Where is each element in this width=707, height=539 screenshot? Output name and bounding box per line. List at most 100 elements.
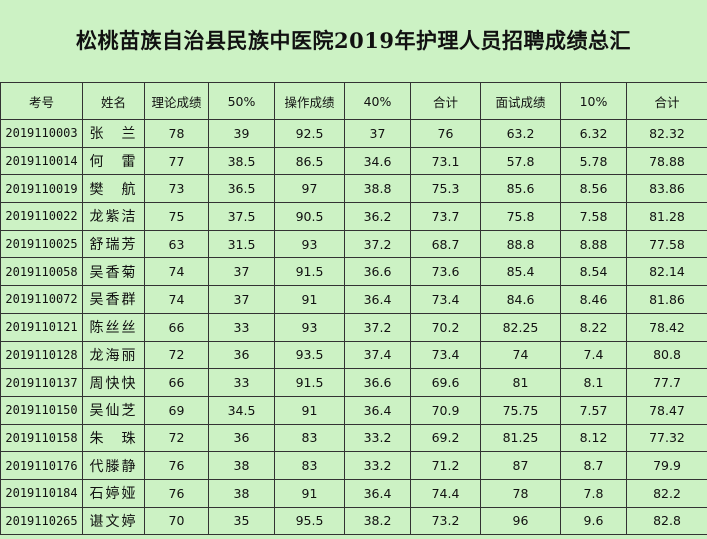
practical-score-cell: 93.5 xyxy=(274,340,345,370)
theory-50pct-cell: 36.5 xyxy=(208,174,275,204)
subtotal-cell: 73.7 xyxy=(410,202,481,231)
header-theory-50pct: 50% xyxy=(208,82,275,120)
total-cell: 80.8 xyxy=(626,340,707,370)
interview-score-cell: 96 xyxy=(480,506,561,536)
interview-10pct-cell: 7.57 xyxy=(560,395,627,425)
exam-id-cell: 2019110019 xyxy=(0,174,83,204)
exam-id-cell: 2019110265 xyxy=(0,506,83,536)
interview-score-cell: 84.6 xyxy=(480,285,561,314)
total-cell: 82.14 xyxy=(626,257,707,287)
interview-10pct-cell: 7.4 xyxy=(560,340,627,370)
name-cell: 朱 珠 xyxy=(82,423,145,453)
subtotal-cell: 68.7 xyxy=(410,229,481,259)
exam-id-cell: 2019110025 xyxy=(0,229,83,259)
interview-score-cell: 57.8 xyxy=(480,146,561,176)
name-cell: 周快快 xyxy=(82,368,145,397)
theory-score-cell: 73 xyxy=(144,174,209,204)
interview-10pct-cell: 8.12 xyxy=(560,423,627,453)
table-row: 2019110128 龙海丽 72 36 93.5 37.4 73.4 74 7.4 80.8 xyxy=(0,340,707,370)
subtotal-cell: 70.2 xyxy=(410,312,481,342)
theory-50pct-cell: 31.5 xyxy=(208,229,275,259)
practical-score-cell: 86.5 xyxy=(274,146,345,176)
practical-score-cell: 91.5 xyxy=(274,368,345,397)
interview-10pct-cell: 5.78 xyxy=(560,146,627,176)
total-cell: 78.42 xyxy=(626,312,707,342)
name-cell: 吴香菊 xyxy=(82,257,145,287)
total-cell: 78.88 xyxy=(626,146,707,176)
theory-score-cell: 72 xyxy=(144,423,209,453)
practical-score-cell: 95.5 xyxy=(274,506,345,536)
interview-10pct-cell: 8.7 xyxy=(560,451,627,480)
subtotal-cell: 76 xyxy=(410,119,481,148)
practical-40pct-cell: 37.2 xyxy=(344,312,411,342)
practical-40pct-cell: 37 xyxy=(344,119,411,148)
exam-id-cell: 2019110158 xyxy=(0,423,83,453)
interview-score-cell: 63.2 xyxy=(480,119,561,148)
practical-40pct-cell: 36.4 xyxy=(344,478,411,508)
total-cell: 82.32 xyxy=(626,119,707,148)
theory-50pct-cell: 33 xyxy=(208,368,275,397)
practical-40pct-cell: 33.2 xyxy=(344,451,411,480)
header-exam-id: 考号 xyxy=(0,82,83,120)
name-cell: 樊 航 xyxy=(82,174,145,204)
practical-40pct-cell: 34.6 xyxy=(344,146,411,176)
exam-id-cell: 2019110003 xyxy=(0,119,83,148)
theory-50pct-cell: 37.5 xyxy=(208,202,275,231)
table-row: 2019110058 吴香菊 74 37 91.5 36.6 73.6 85.4 8.54 82.… xyxy=(0,257,707,287)
theory-score-cell: 75 xyxy=(144,202,209,231)
practical-40pct-cell: 36.6 xyxy=(344,368,411,397)
interview-10pct-cell: 7.8 xyxy=(560,478,627,508)
header-theory-score: 理论成绩 xyxy=(144,82,209,120)
interview-score-cell: 87 xyxy=(480,451,561,480)
exam-id-cell: 2019110176 xyxy=(0,451,83,480)
practical-40pct-cell: 37.2 xyxy=(344,229,411,259)
total-cell: 77.32 xyxy=(626,423,707,453)
practical-score-cell: 93 xyxy=(274,229,345,259)
theory-score-cell: 77 xyxy=(144,146,209,176)
practical-score-cell: 83 xyxy=(274,423,345,453)
subtotal-cell: 69.2 xyxy=(410,423,481,453)
theory-50pct-cell: 38 xyxy=(208,451,275,480)
theory-50pct-cell: 37 xyxy=(208,285,275,314)
table-row: 2019110003 张 兰 78 39 92.5 37 76 63.2 6.32 82.32 xyxy=(0,119,707,148)
interview-score-cell: 78 xyxy=(480,478,561,508)
table-row: 2019110137 周快快 66 33 91.5 36.6 69.6 81 8.1 77.7 xyxy=(0,368,707,397)
total-cell: 82.8 xyxy=(626,506,707,536)
name-cell: 何 雷 xyxy=(82,146,145,176)
exam-id-cell: 2019110022 xyxy=(0,202,83,231)
theory-50pct-cell: 38.5 xyxy=(208,146,275,176)
exam-id-cell: 2019110014 xyxy=(0,146,83,176)
total-cell: 81.28 xyxy=(626,202,707,231)
header-practical-score: 操作成绩 xyxy=(274,82,345,120)
exam-id-cell: 2019110150 xyxy=(0,395,83,425)
header-subtotal: 合计 xyxy=(410,82,481,120)
practical-40pct-cell: 38.2 xyxy=(344,506,411,536)
exam-id-cell: 2019110121 xyxy=(0,312,83,342)
interview-score-cell: 85.4 xyxy=(480,257,561,287)
table-row: 2019110025 舒瑞芳 63 31.5 93 37.2 68.7 88.8 8.88 77.… xyxy=(0,229,707,259)
table-row: 2019110072 吴香群 74 37 91 36.4 73.4 84.6 8.46 81.86 xyxy=(0,285,707,314)
interview-10pct-cell: 8.56 xyxy=(560,174,627,204)
name-cell: 石婷娅 xyxy=(82,478,145,508)
practical-40pct-cell: 38.8 xyxy=(344,174,411,204)
name-cell: 陈丝丝 xyxy=(82,312,145,342)
table-row: 2019110121 陈丝丝 66 33 93 37.2 70.2 82.25 8.22 78.4… xyxy=(0,312,707,342)
theory-score-cell: 74 xyxy=(144,257,209,287)
interview-10pct-cell: 8.54 xyxy=(560,257,627,287)
name-cell: 张 兰 xyxy=(82,119,145,148)
total-cell: 82.2 xyxy=(626,478,707,508)
total-cell: 77.7 xyxy=(626,368,707,397)
subtotal-cell: 74.4 xyxy=(410,478,481,508)
subtotal-cell: 70.9 xyxy=(410,395,481,425)
subtotal-cell: 69.6 xyxy=(410,368,481,397)
total-cell: 79.9 xyxy=(626,451,707,480)
table-row: 2019110176 代滕静 76 38 83 33.2 71.2 87 8.7 79.9 xyxy=(0,451,707,480)
header-row: 考号 姓名 理论成绩 50% 操作成绩 40% 合计 面试成绩 10% 合计 xyxy=(0,82,707,120)
subtotal-cell: 73.6 xyxy=(410,257,481,287)
interview-10pct-cell: 8.22 xyxy=(560,312,627,342)
total-cell: 78.47 xyxy=(626,395,707,425)
subtotal-cell: 71.2 xyxy=(410,451,481,480)
total-cell: 81.86 xyxy=(626,285,707,314)
header-interview-10pct: 10% xyxy=(560,82,627,120)
practical-40pct-cell: 36.2 xyxy=(344,202,411,231)
